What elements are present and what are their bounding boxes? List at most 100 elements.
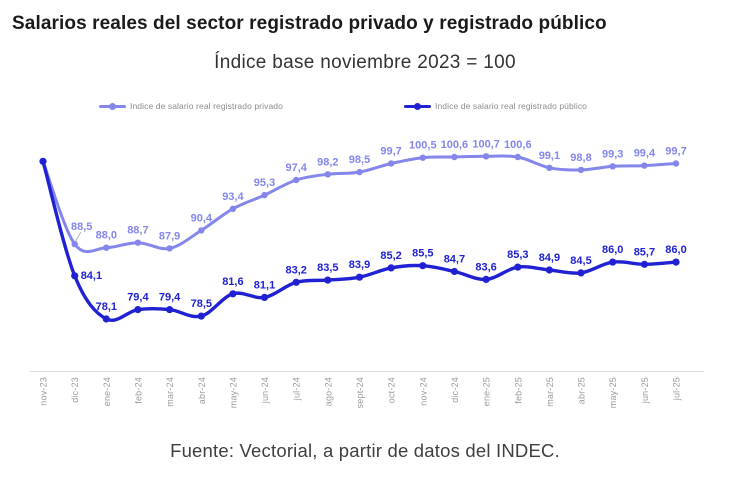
data-label: 85,3	[507, 249, 528, 261]
x-tick-label: jul-25	[672, 377, 682, 401]
data-point	[261, 191, 268, 199]
data-point	[387, 264, 395, 272]
data-label: 88,5	[71, 221, 92, 233]
data-point	[514, 263, 522, 271]
x-tick-label: jul-24	[292, 377, 302, 401]
legend-marker-privado-icon	[99, 102, 126, 110]
data-label: 99,7	[380, 146, 401, 158]
data-label: 83,9	[349, 259, 370, 271]
data-point	[103, 244, 110, 251]
data-point	[134, 306, 142, 314]
data-label: 78,5	[191, 298, 212, 310]
x-tick-label: may-24	[228, 377, 238, 408]
data-label: 100,6	[504, 139, 532, 151]
data-label: 86,0	[602, 244, 623, 256]
data-label: 88,0	[96, 230, 117, 242]
data-label: 98,8	[570, 152, 591, 164]
data-point	[450, 267, 458, 276]
data-label: 88,7	[127, 225, 148, 237]
chart-title: Salarios reales del sector registrado pr…	[12, 13, 607, 34]
data-label: 93,4	[222, 191, 244, 203]
label-leader-line	[75, 231, 82, 242]
legend-label-privado: Indice de salario real registrado privad…	[130, 101, 283, 111]
x-tick-label: ago-24	[323, 377, 333, 406]
data-point	[166, 245, 173, 252]
x-tick-label: dic-24	[450, 377, 460, 403]
legend-item-publico: Indice de salario real registrado públic…	[404, 99, 587, 113]
data-label: 85,2	[380, 250, 401, 262]
x-tick-label: feb-24	[133, 377, 143, 404]
data-point	[482, 153, 490, 160]
x-tick-label: may-25	[608, 377, 618, 408]
legend-item-privado: Indice de salario real registrado privad…	[99, 99, 283, 113]
data-label: 85,5	[412, 248, 433, 260]
data-label: 78,1	[96, 301, 117, 313]
x-tick-label: nov-23	[39, 377, 49, 406]
data-label: 86,0	[665, 244, 686, 256]
data-label: 81,6	[222, 276, 243, 288]
data-point	[356, 168, 363, 176]
data-label: 87,9	[159, 230, 180, 242]
data-label: 99,3	[602, 148, 623, 160]
data-point	[419, 262, 427, 270]
x-tick-label: dic-23	[70, 377, 80, 403]
data-label: 99,1	[539, 150, 560, 162]
data-point	[292, 278, 300, 286]
data-point	[229, 290, 237, 298]
data-point	[197, 312, 205, 320]
x-tick-label: jun-25	[640, 377, 650, 404]
data-point	[229, 205, 237, 212]
data-point	[260, 293, 269, 301]
data-point	[387, 160, 395, 167]
x-tick-label: jun-24	[260, 377, 270, 404]
data-point	[324, 171, 331, 178]
data-point	[482, 275, 490, 283]
data-point	[545, 266, 554, 274]
x-tick-label: feb-25	[513, 377, 523, 404]
legend-marker-publico-icon	[404, 102, 431, 110]
data-label: 84,1	[81, 270, 102, 282]
data-label: 84,7	[444, 254, 465, 266]
data-label: 83,6	[475, 261, 496, 273]
data-label: 99,4	[634, 148, 656, 160]
data-point	[39, 157, 47, 165]
data-point	[324, 276, 332, 284]
data-label: 98,5	[349, 154, 370, 166]
source-note: Fuente: Vectorial, a partir de datos del…	[170, 440, 560, 461]
legend-label-publico: Indice de salario real registrado públic…	[435, 101, 587, 111]
data-point	[71, 240, 78, 248]
data-point	[546, 164, 553, 171]
data-label: 85,7	[634, 246, 655, 258]
x-tick-label: mar-24	[165, 377, 175, 407]
data-label: 98,2	[317, 156, 338, 168]
x-tick-label: mar-25	[545, 377, 555, 407]
data-label: 97,4	[285, 162, 307, 174]
x-tick-label: oct-24	[387, 377, 397, 403]
data-label: 83,2	[285, 264, 306, 276]
data-label: 79,4	[159, 292, 181, 304]
data-point	[71, 272, 79, 280]
data-point	[672, 258, 680, 266]
x-tick-label: sept-24	[355, 377, 365, 408]
chart-subtitle: Índice base noviembre 2023 = 100	[214, 52, 516, 73]
data-label: 99,7	[665, 146, 686, 158]
data-point	[293, 176, 300, 184]
data-label: 100,7	[472, 138, 500, 150]
data-point	[134, 239, 142, 246]
data-point	[641, 162, 648, 169]
data-point	[609, 163, 616, 170]
data-point	[577, 269, 585, 277]
data-point	[577, 166, 585, 174]
x-tick-label: ene-24	[102, 377, 112, 406]
data-point	[166, 306, 174, 314]
x-tick-label: abr-25	[577, 377, 587, 404]
data-label: 90,4	[191, 212, 213, 224]
data-label: 83,5	[317, 262, 338, 274]
data-point	[102, 315, 110, 323]
data-point	[198, 227, 205, 234]
data-label: 100,6	[441, 139, 469, 151]
data-point	[451, 153, 458, 161]
data-label: 95,3	[254, 177, 275, 189]
